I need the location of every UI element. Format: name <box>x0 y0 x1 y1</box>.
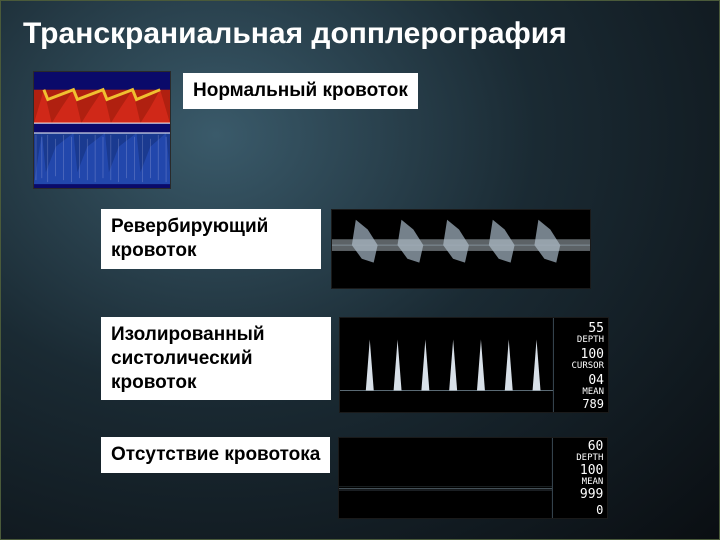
row-reverb: Ревербирующийкровоток <box>101 209 591 289</box>
label-normal: Нормальный кровоток <box>183 73 418 109</box>
readout-depth-abs: 60 DEPTH <box>576 440 603 464</box>
readout-depth: 55 DEPTH <box>577 322 604 346</box>
label-absent: Отсутствие кровотока <box>101 437 330 473</box>
doppler-image-reverb <box>331 209 591 289</box>
readout-val3: 789 <box>582 398 604 412</box>
label-reverb: Ревербирующийкровоток <box>101 209 321 269</box>
row-systolic: Изолированныйсистолическийкровоток 55 DE… <box>101 317 609 413</box>
doppler-image-absent: 60 DEPTH 100 MEAN 999 0 <box>338 437 608 519</box>
readout-val1-abs: 100 MEAN <box>580 464 603 488</box>
row-normal: Нормальный кровоток <box>33 71 418 189</box>
doppler-image-systolic: 55 DEPTH 100 CURSOR 04 MEAN 789 <box>339 317 609 413</box>
readout-val1: 100 CURSOR <box>571 348 604 372</box>
page-title: Транскраниальная допплерография <box>1 1 719 51</box>
readout-val3-abs: 0 <box>596 504 603 518</box>
row-absent: Отсутствие кровотока 60 DEPTH 100 MEAN 9… <box>101 437 608 519</box>
doppler-image-normal <box>33 71 171 189</box>
readout-val2: 04 MEAN <box>582 374 604 398</box>
readout-val2-abs: 999 <box>580 488 603 502</box>
label-systolic: Изолированныйсистолическийкровоток <box>101 317 331 400</box>
